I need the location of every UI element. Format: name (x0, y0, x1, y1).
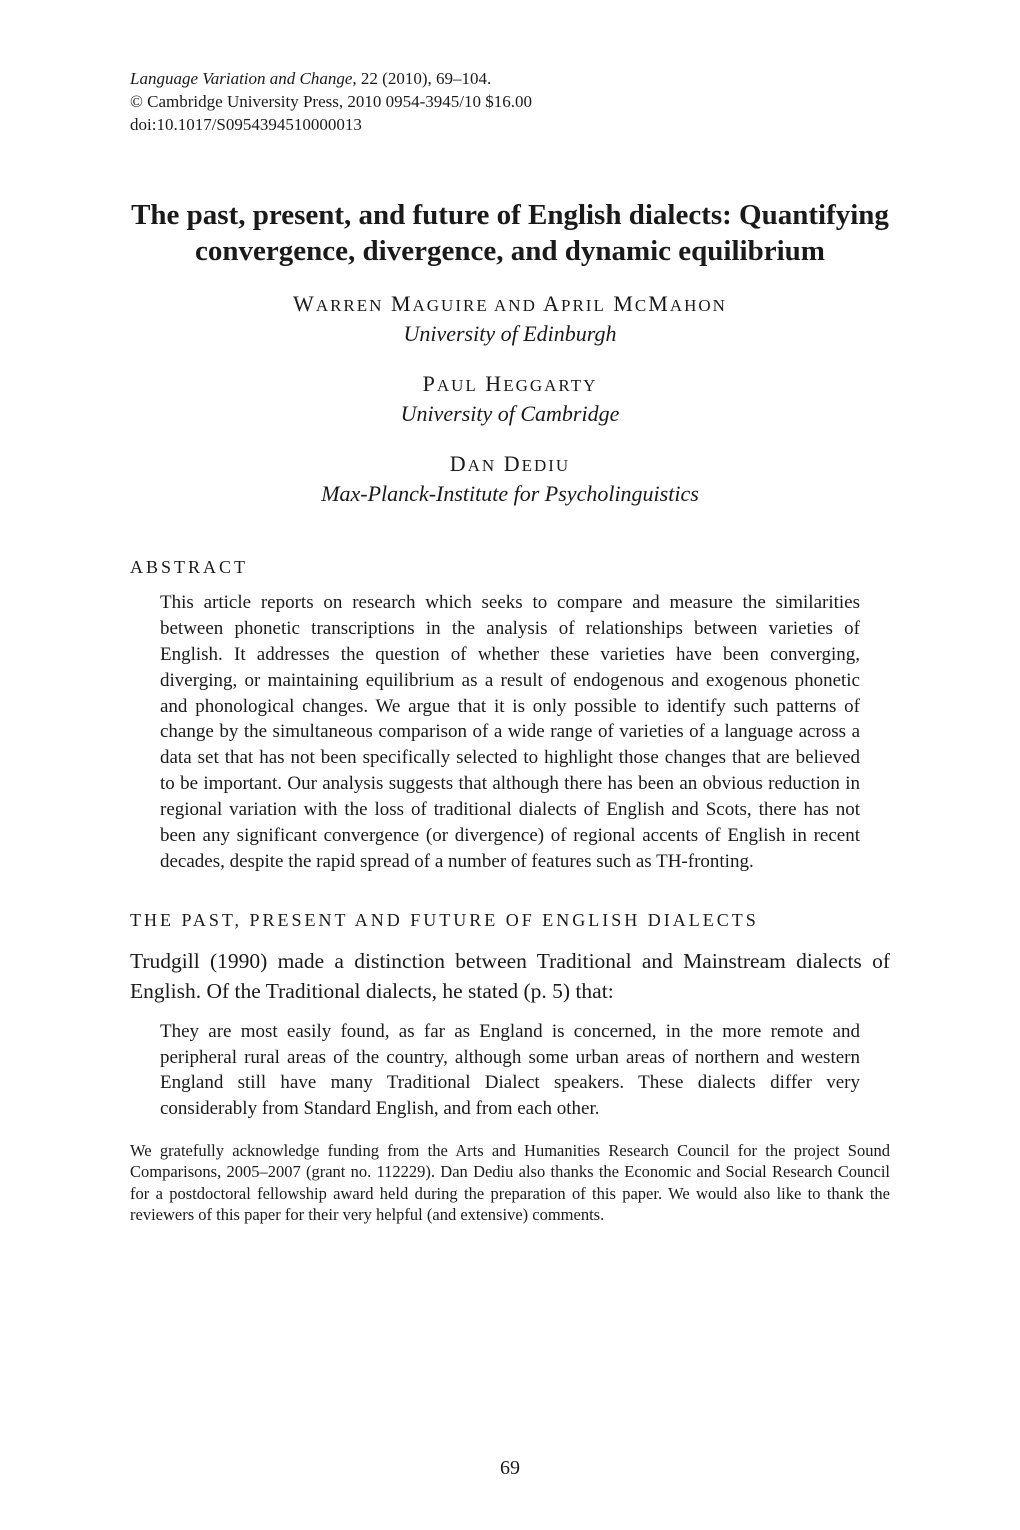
journal-header: Language Variation and Change, 22 (2010)… (130, 68, 890, 137)
author-4-last-initial: D (504, 451, 522, 476)
abstract-text: This article reports on research which s… (160, 590, 860, 874)
title-line-2: convergence, divergence, and dynamic equ… (195, 235, 825, 267)
author-3-first-rest: AUL (437, 376, 478, 395)
author-1-last-rest: AGUIRE (413, 296, 489, 315)
journal-name: Language Variation and Change (130, 69, 352, 88)
author-1-last-initial: M (391, 291, 413, 316)
author-2-last-initial: M (613, 291, 635, 316)
acknowledgment-footnote: We gratefully acknowledge funding from t… (130, 1140, 890, 1226)
affiliation-1: University of Edinburgh (130, 321, 890, 347)
volume-issue-pages: , 22 (2010), 69–104. (352, 69, 491, 88)
author-2-last-rest: AHON (670, 296, 727, 315)
affiliation-2: University of Cambridge (130, 401, 890, 427)
author-4-first-rest: AN (468, 456, 497, 475)
page-number: 69 (0, 1457, 1020, 1480)
author-2-last-mid: C (635, 296, 648, 315)
title-line-1: The past, present, and future of English… (131, 199, 889, 231)
abstract-label: ABSTRACT (130, 557, 890, 578)
doi-line: doi:10.1017/S0954394510000013 (130, 115, 362, 134)
author-2-first-initial: A (543, 291, 561, 316)
section-heading: THE PAST, PRESENT AND FUTURE OF ENGLISH … (130, 910, 890, 931)
and-separator: AND (489, 296, 543, 315)
authors-line-1: WARREN MAGUIRE AND APRIL MCMAHON (130, 291, 890, 317)
author-1-first-rest: ARREN (316, 296, 384, 315)
article-title: The past, present, and future of English… (130, 197, 890, 270)
affiliation-3: Max-Planck-Institute for Psycholinguisti… (130, 481, 890, 507)
body-paragraph-1: Trudgill (1990) made a distinction betwe… (130, 947, 890, 1006)
authors-line-3: DAN DEDIU (130, 451, 890, 477)
authors-line-2: PAUL HEGGARTY (130, 371, 890, 397)
author-2-first-rest: PRIL (561, 296, 606, 315)
author-2-last-initial2: M (648, 291, 670, 316)
author-3-last-initial: H (485, 371, 503, 396)
author-4-last-rest: EDIU (522, 456, 571, 475)
author-1-first-initial: W (293, 291, 316, 316)
page: Language Variation and Change, 22 (2010)… (0, 0, 1020, 1530)
author-3-last-rest: EGGARTY (503, 376, 597, 395)
author-4-first-initial: D (450, 451, 468, 476)
author-3-first-initial: P (423, 371, 437, 396)
block-quote: They are most easily found, as far as En… (160, 1019, 860, 1122)
copyright-line: © Cambridge University Press, 2010 0954-… (130, 92, 532, 111)
